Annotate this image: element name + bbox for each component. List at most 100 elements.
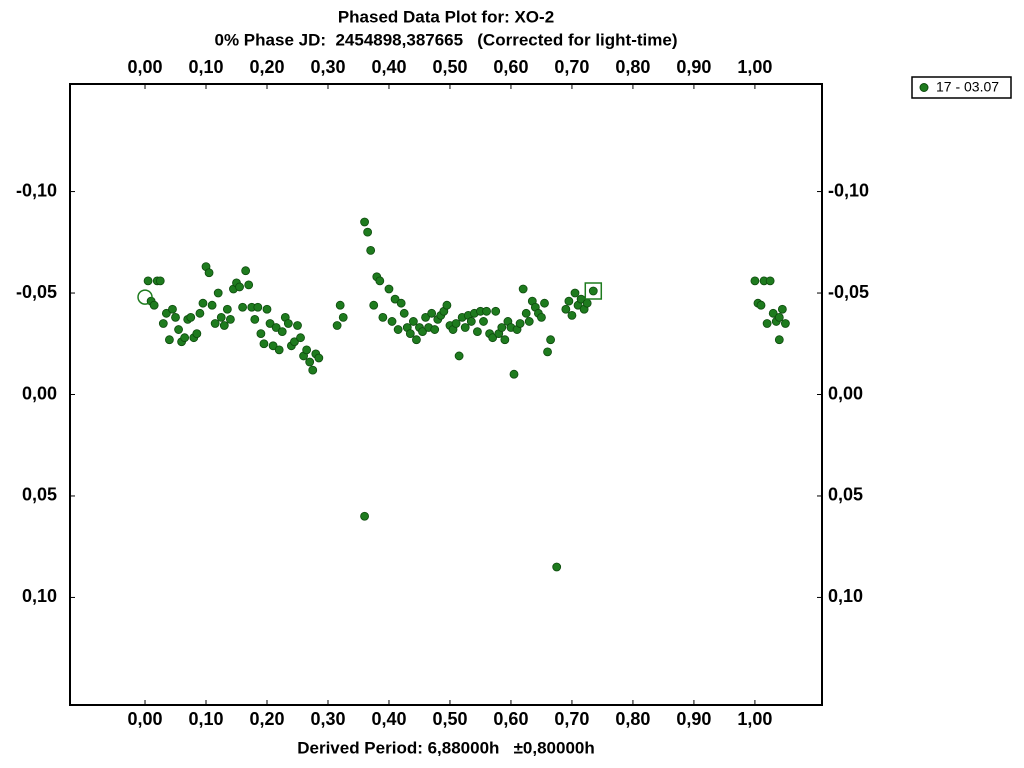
data-point	[171, 312, 180, 322]
data-point	[369, 300, 379, 310]
data-point	[207, 300, 217, 310]
data-point	[521, 308, 531, 318]
x2-tick-label: 0,30	[310, 57, 345, 77]
x2-tick-label: 0,40	[371, 57, 406, 77]
data-point	[265, 319, 275, 328]
data-point	[180, 333, 190, 343]
data-point	[518, 284, 528, 294]
legend-label: 17 - 03.07	[936, 79, 999, 95]
data-point	[274, 345, 284, 355]
data-point	[283, 319, 293, 328]
data-point	[360, 511, 369, 521]
chart-subtitle: 0% Phase JD: 2454898,387665 (Corrected f…	[215, 30, 678, 49]
data-point	[405, 329, 415, 339]
x-tick-label: 0,30	[310, 709, 345, 729]
data-point	[219, 321, 229, 330]
x-tick-label: 0,20	[249, 709, 284, 729]
data-point	[360, 217, 369, 227]
data-point	[305, 357, 315, 367]
x2-tick-label: 0,60	[493, 57, 528, 77]
x2-tick-label: 0,00	[127, 57, 162, 77]
data-point	[774, 335, 784, 345]
data-point	[442, 300, 452, 310]
data-point	[497, 323, 507, 332]
y-tick-label: -0,05	[16, 282, 57, 302]
data-point	[335, 300, 345, 310]
data-point	[509, 369, 519, 379]
data-point	[192, 329, 202, 339]
x2-tick-label: 1,00	[737, 57, 772, 77]
data-point	[241, 266, 251, 276]
data-point	[774, 312, 784, 322]
data-point	[466, 317, 476, 326]
data-point	[762, 319, 772, 328]
data-point	[427, 308, 437, 318]
data-point	[396, 298, 406, 308]
data-point	[588, 286, 598, 296]
data-point	[165, 335, 174, 345]
data-point	[174, 325, 183, 334]
data-point	[524, 317, 534, 326]
data-point	[293, 321, 302, 330]
data-point	[290, 337, 299, 347]
y-tick-label: -0,10	[16, 180, 57, 200]
data-point	[277, 327, 287, 336]
data-point	[198, 298, 208, 308]
y-tick-label: 0,10	[22, 586, 57, 606]
x2-tick-label: 0,10	[188, 57, 223, 77]
data-point	[777, 304, 787, 314]
x-tick-label: 0,00	[127, 709, 162, 729]
data-point	[308, 365, 318, 375]
data-point	[195, 308, 205, 318]
data-point	[460, 323, 470, 332]
data-point	[155, 276, 165, 286]
data-point	[271, 323, 281, 332]
data-point	[296, 333, 305, 343]
data-point	[143, 276, 153, 286]
data-point	[238, 302, 248, 312]
data-point	[418, 327, 427, 336]
data-point	[259, 339, 269, 349]
data-point	[399, 308, 409, 318]
data-point	[216, 312, 226, 322]
data-point	[244, 280, 254, 290]
data-point	[408, 317, 418, 326]
data-point	[543, 347, 552, 357]
data-point	[226, 315, 235, 324]
open-marker	[584, 282, 603, 300]
y-tick-label: 0,00	[22, 383, 57, 403]
data-point	[378, 312, 388, 322]
x-tick-label: 0,50	[432, 709, 467, 729]
data-point	[161, 308, 171, 318]
data-point	[390, 294, 400, 304]
y2-tick-label: -0,05	[828, 282, 869, 302]
data-point	[582, 298, 592, 308]
data-point	[384, 284, 394, 294]
data-point	[482, 306, 491, 316]
y-tick-label: 0,05	[22, 485, 57, 505]
data-point	[765, 276, 775, 286]
data-point	[412, 335, 421, 345]
data-point	[250, 315, 260, 324]
data-point	[363, 227, 373, 237]
data-point	[479, 317, 488, 326]
data-point	[451, 319, 461, 328]
x2-tick-label: 0,70	[554, 57, 589, 77]
data-point	[262, 304, 272, 314]
data-point	[204, 268, 214, 278]
data-point	[387, 317, 397, 326]
y2-tick-label: 0,05	[828, 485, 863, 505]
data-point	[430, 325, 440, 334]
data-point	[515, 319, 525, 328]
chart-title: Phased Data Plot for: XO-2	[338, 7, 554, 26]
data-point	[561, 304, 571, 314]
data-point	[756, 300, 766, 310]
data-point	[168, 304, 177, 314]
data-point	[235, 282, 244, 292]
data-point	[366, 246, 376, 255]
data-point	[564, 296, 574, 306]
data-point	[149, 300, 159, 310]
data-point	[210, 319, 220, 328]
data-point	[567, 310, 577, 320]
